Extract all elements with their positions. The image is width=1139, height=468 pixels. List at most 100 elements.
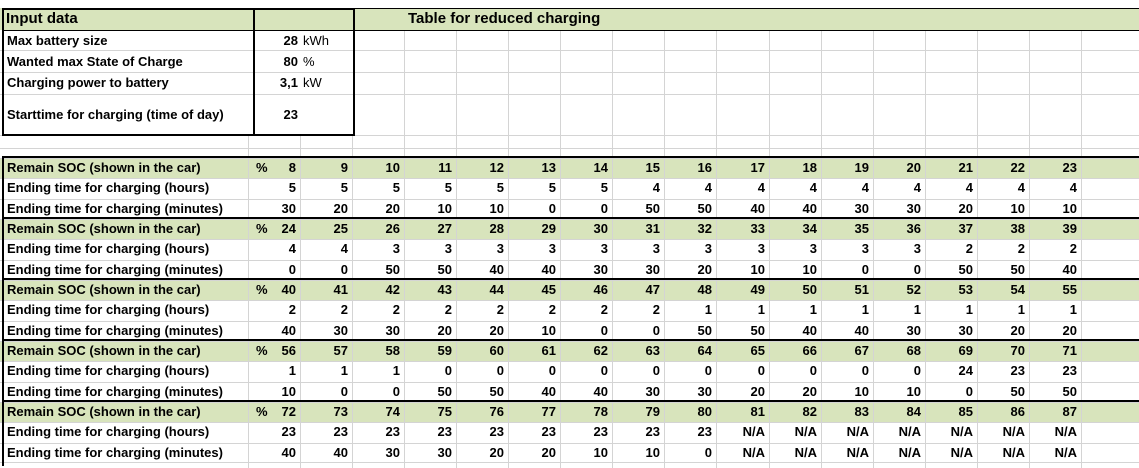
minutes-value[interactable]: 0 [652,323,660,338]
minutes-value[interactable]: N/A [742,445,765,460]
minutes-value[interactable]: 0 [548,201,556,216]
hours-value[interactable]: 3 [757,241,765,256]
minutes-value[interactable]: 20 [1062,323,1077,338]
hours-value[interactable]: 5 [340,180,348,195]
hours-value[interactable]: 4 [861,180,869,195]
soc-value[interactable]: 68 [906,343,921,358]
minutes-value[interactable]: 30 [385,445,400,460]
soc-value[interactable]: 52 [906,282,921,297]
minutes-value[interactable]: 0 [340,384,348,399]
hours-value[interactable]: 23 [697,424,712,439]
soc-value[interactable]: 66 [802,343,817,358]
minutes-value[interactable]: 10 [1062,201,1077,216]
soc-value[interactable]: 31 [645,221,660,236]
soc-row-label[interactable]: Remain SOC (shown in the car) [7,282,201,297]
soc-value[interactable]: 13 [541,160,556,175]
hours-value[interactable]: 1 [809,302,817,317]
minutes-value[interactable]: 50 [750,323,765,338]
hours-value[interactable]: 3 [444,241,452,256]
soc-value[interactable]: 62 [593,343,608,358]
soc-value[interactable]: 61 [541,343,556,358]
hours-value[interactable]: 1 [704,302,712,317]
minutes-value[interactable]: 0 [600,323,608,338]
input-label[interactable]: Wanted max State of Charge [7,54,183,69]
table-title[interactable]: Table for reduced charging [408,10,601,27]
minutes-value[interactable]: 40 [593,384,608,399]
soc-value[interactable]: 51 [854,282,869,297]
hours-value[interactable]: 2 [1017,241,1025,256]
soc-value[interactable]: 22 [1010,160,1025,175]
minutes-row-label[interactable]: Ending time for charging (minutes) [7,445,223,460]
hours-value[interactable]: 4 [1017,180,1025,195]
hours-value[interactable]: 1 [392,363,400,378]
hours-value[interactable]: 4 [340,241,348,256]
soc-value[interactable]: 46 [593,282,608,297]
minutes-value[interactable]: 40 [489,262,504,277]
soc-value[interactable]: 82 [802,404,817,419]
soc-value[interactable]: 23 [1062,160,1077,175]
minutes-value[interactable]: 10 [437,201,452,216]
minutes-value[interactable]: 30 [645,262,660,277]
soc-value[interactable]: 43 [437,282,452,297]
hours-value[interactable]: 3 [809,241,817,256]
soc-value[interactable]: 29 [541,221,556,236]
soc-value[interactable]: 63 [645,343,660,358]
hours-value[interactable]: 23 [645,424,660,439]
hours-value[interactable]: N/A [794,424,817,439]
hours-row-label[interactable]: Ending time for charging (hours) [7,363,210,378]
soc-value[interactable]: 53 [958,282,973,297]
hours-value[interactable]: 23 [1062,363,1077,378]
hours-value[interactable]: 0 [757,363,765,378]
soc-value[interactable]: 69 [958,343,973,358]
input-value[interactable]: 80 [283,54,298,69]
soc-value[interactable]: 44 [489,282,504,297]
soc-value[interactable]: 11 [438,160,452,175]
hours-value[interactable]: 23 [281,424,296,439]
minutes-value[interactable]: 20 [489,323,504,338]
soc-value[interactable]: 48 [697,282,712,297]
soc-value[interactable]: 56 [281,343,296,358]
hours-value[interactable]: 5 [444,180,452,195]
minutes-value[interactable]: 10 [802,262,817,277]
minutes-row-label[interactable]: Ending time for charging (minutes) [7,323,223,338]
minutes-value[interactable]: 50 [645,201,660,216]
soc-row-label[interactable]: Remain SOC (shown in the car) [7,221,201,236]
hours-value[interactable]: 4 [913,180,921,195]
minutes-value[interactable]: 0 [704,445,712,460]
hours-value[interactable]: 3 [548,241,556,256]
minutes-value[interactable]: 30 [281,201,296,216]
soc-value[interactable]: 71 [1062,343,1077,358]
hours-value[interactable]: N/A [950,424,973,439]
minutes-value[interactable]: 10 [750,262,765,277]
soc-value[interactable]: 58 [385,343,400,358]
soc-value[interactable]: 80 [697,404,712,419]
hours-value[interactable]: N/A [1002,424,1025,439]
minutes-value[interactable]: 50 [437,384,452,399]
hours-value[interactable]: 23 [1010,363,1025,378]
input-title[interactable]: Input data [6,10,78,27]
soc-value[interactable]: 38 [1010,221,1025,236]
minutes-value[interactable]: 30 [906,323,921,338]
hours-value[interactable]: 1 [288,363,296,378]
input-label[interactable]: Max battery size [7,33,108,48]
minutes-value[interactable]: 10 [489,201,504,216]
soc-value[interactable]: 59 [437,343,452,358]
soc-value[interactable]: 87 [1062,404,1077,419]
hours-value[interactable]: 0 [809,363,817,378]
soc-value[interactable]: 36 [906,221,921,236]
minutes-row-label[interactable]: Ending time for charging (minutes) [7,201,223,216]
soc-value[interactable]: 75 [437,404,452,419]
soc-value[interactable]: 15 [645,160,660,175]
minutes-value[interactable]: 30 [906,201,921,216]
minutes-value[interactable]: 0 [913,262,921,277]
soc-value[interactable]: 34 [802,221,817,236]
minutes-value[interactable]: 50 [1010,262,1025,277]
soc-value[interactable]: 45 [541,282,556,297]
hours-value[interactable]: 23 [593,424,608,439]
minutes-value[interactable]: 10 [645,445,660,460]
soc-value[interactable]: 83 [854,404,869,419]
soc-value[interactable]: 26 [385,221,400,236]
soc-value[interactable]: 81 [750,404,765,419]
minutes-value[interactable]: 20 [697,262,712,277]
soc-value[interactable]: 12 [489,160,504,175]
